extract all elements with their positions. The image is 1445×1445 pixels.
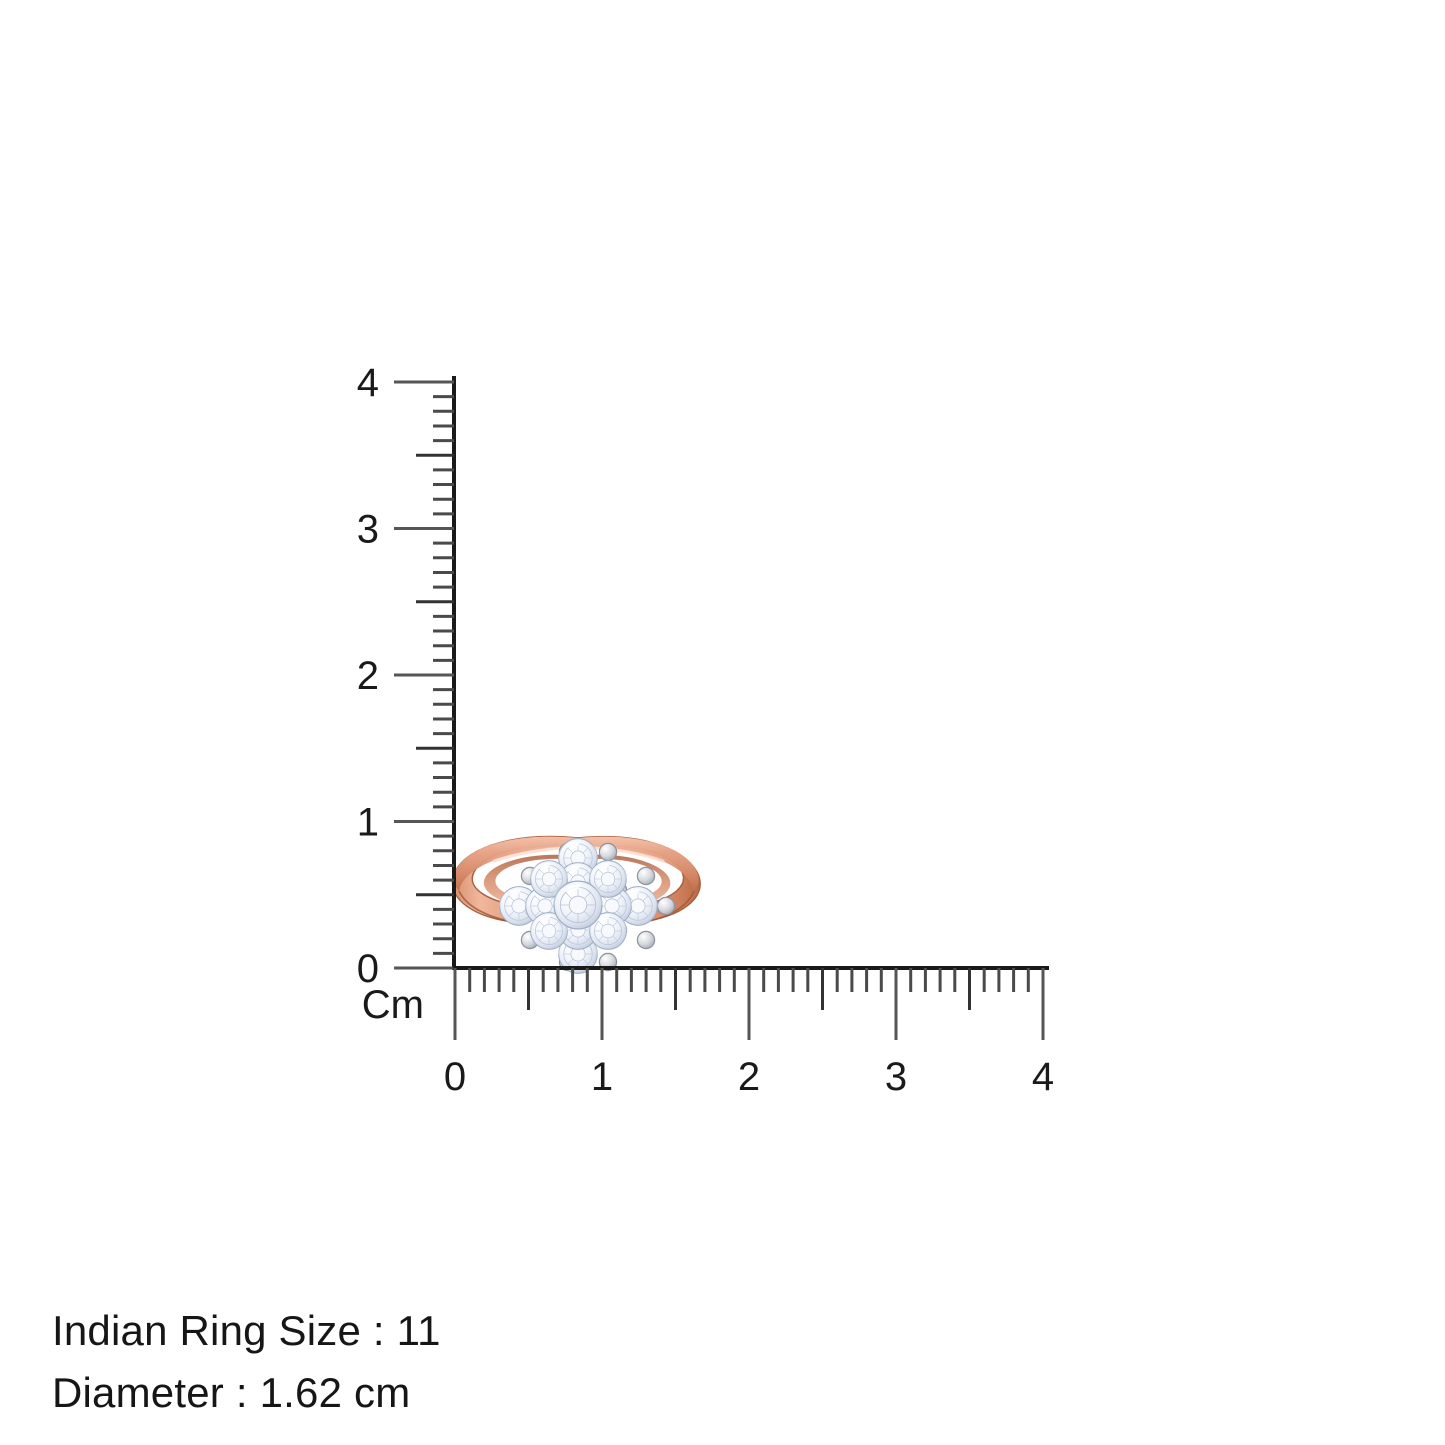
stone-center: [553, 880, 603, 930]
indian-ring-size-text: Indian Ring Size : 11: [52, 1307, 441, 1354]
product-caption: Indian Ring Size : 11 Diameter : 1.62 cm: [52, 1300, 952, 1424]
diameter-text: Diameter : 1.62 cm: [52, 1369, 411, 1416]
